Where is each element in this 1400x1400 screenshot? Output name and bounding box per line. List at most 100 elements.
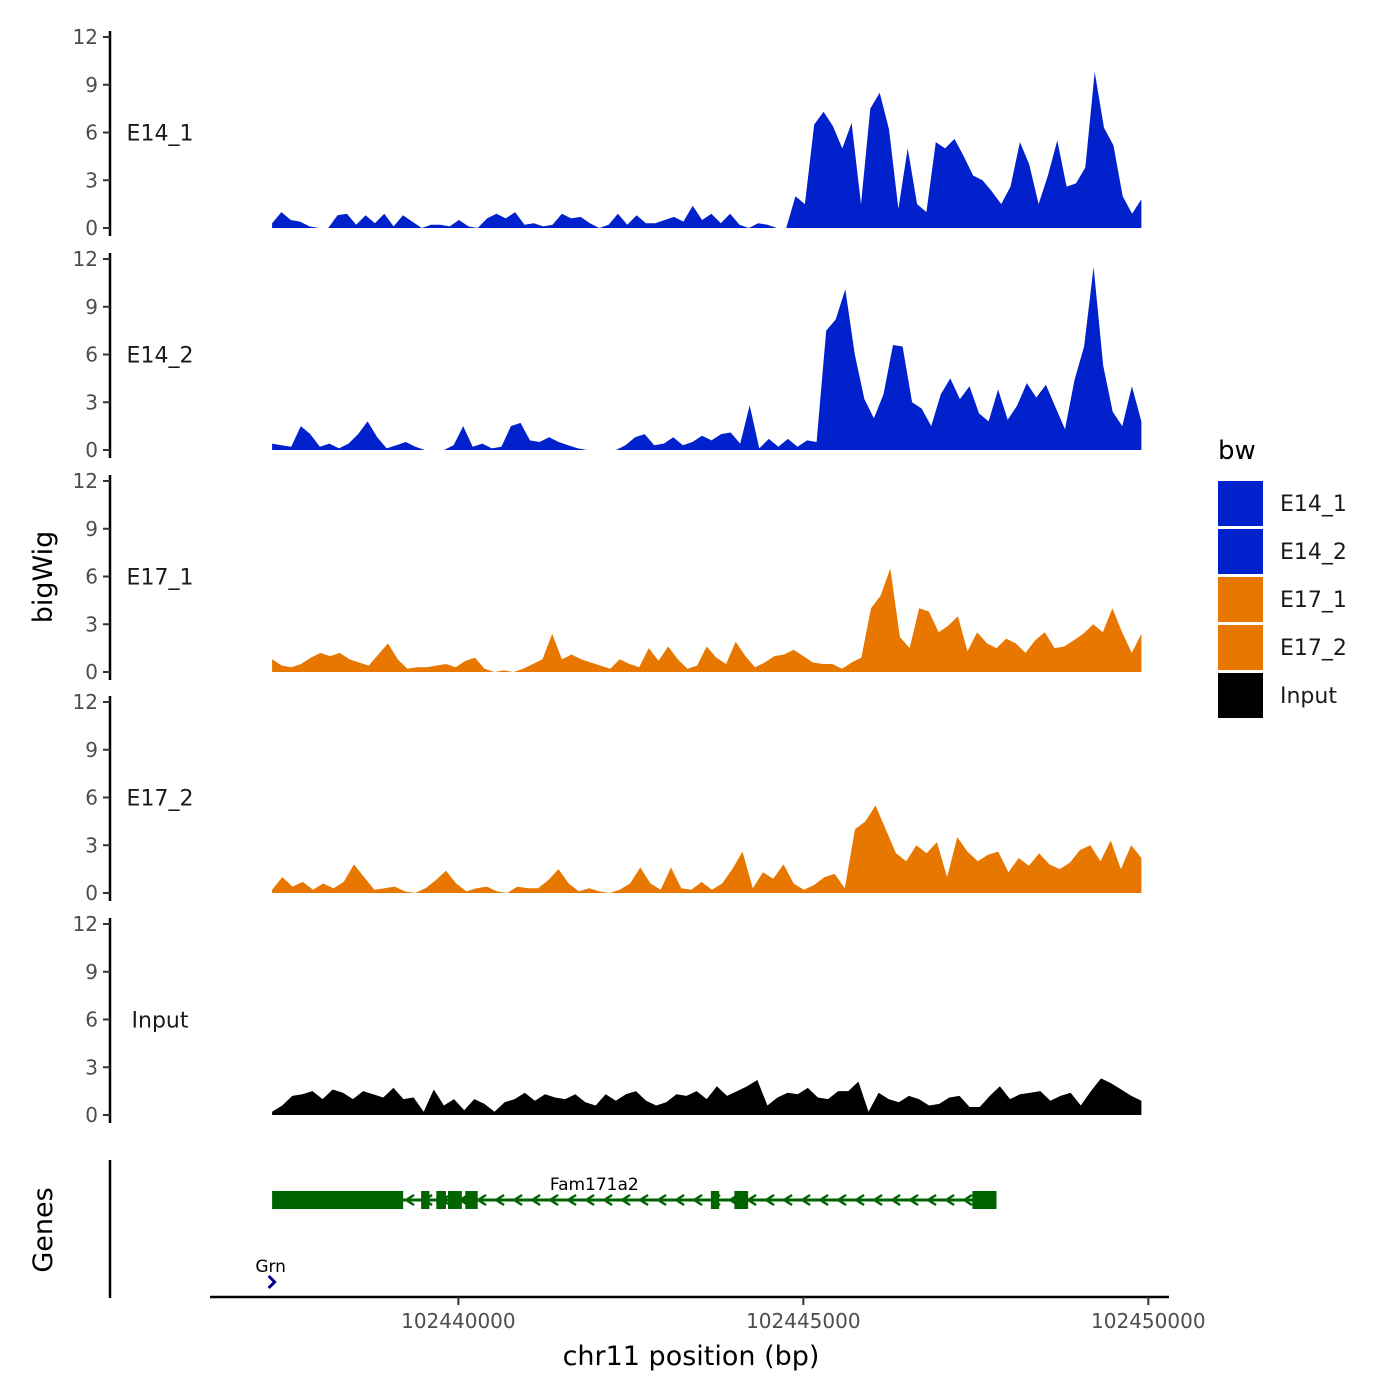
strand-arrow	[889, 1193, 901, 1207]
strand-arrow	[583, 1193, 595, 1207]
coverage-area-E17_1	[272, 568, 1142, 672]
y-tick-label: 9	[85, 295, 98, 319]
track-label: E17_1	[127, 566, 194, 591]
y-tick-label: 6	[85, 343, 98, 367]
track-Input: 0 3 6 9 12 Input	[73, 912, 1142, 1127]
legend-swatch-E17_1	[1218, 577, 1263, 622]
track-E17_2: 0 3 6 9 12 E17_2	[73, 690, 1142, 905]
coverage-area-E17_2	[272, 805, 1142, 893]
y-tick-label: 6	[85, 121, 98, 145]
exon	[272, 1191, 404, 1209]
y-tick-label: 0	[85, 216, 98, 240]
y-tick-label: 9	[85, 960, 98, 984]
strand-arrow	[925, 1193, 937, 1207]
legend-swatch-E14_1	[1218, 481, 1263, 526]
track-label: E14_1	[127, 122, 194, 147]
strand-arrow	[565, 1193, 577, 1207]
legend-swatch-E17_2	[1218, 625, 1263, 670]
y-tick-label: 9	[85, 73, 98, 97]
y-tick-label: 0	[85, 881, 98, 905]
strand-arrow	[853, 1193, 865, 1207]
legend-label-E17_2: E17_2	[1280, 636, 1347, 661]
legend-swatch-E14_2	[1218, 529, 1263, 574]
x-tick-label: 102440000	[401, 1309, 516, 1333]
strand-arrow	[619, 1193, 631, 1207]
y-tick-label: 3	[85, 168, 98, 192]
exon	[972, 1191, 997, 1209]
strand-arrow	[871, 1193, 883, 1207]
strand-arrow	[493, 1193, 505, 1207]
y-tick-label: 12	[73, 25, 98, 49]
strand-arrow	[601, 1193, 613, 1207]
strand-arrow	[763, 1193, 775, 1207]
x-axis: 102440000 102445000 102450000	[210, 1295, 1206, 1333]
gene-Fam171a2: Fam171a2	[272, 1175, 997, 1209]
strand-arrow	[475, 1193, 487, 1207]
gene-label: Grn	[255, 1257, 286, 1277]
coverage-area-E14_2	[272, 267, 1142, 450]
y-tick-label: 12	[73, 912, 98, 936]
gene-label: Fam171a2	[550, 1175, 639, 1195]
legend-label-Input: Input	[1280, 684, 1337, 709]
legend: bw E14_1 E14_2 E17_1 E17_2 Input	[1218, 436, 1347, 718]
strand-arrow	[781, 1193, 793, 1207]
legend-label-E14_1: E14_1	[1280, 492, 1347, 517]
coverage-area-Input	[272, 1078, 1142, 1115]
strand-arrow	[691, 1193, 703, 1207]
y-tick-label: 3	[85, 1055, 98, 1079]
x-axis-title: chr11 position (bp)	[563, 1341, 820, 1372]
exon	[448, 1191, 462, 1209]
strand-arrow	[529, 1193, 541, 1207]
legend-label-E17_1: E17_1	[1280, 588, 1347, 613]
exon	[734, 1191, 749, 1209]
y-tick-label: 0	[85, 660, 98, 684]
x-tick-label: 102445000	[746, 1309, 861, 1333]
legend-title: bw	[1218, 436, 1256, 466]
exon	[421, 1191, 430, 1209]
strand-arrow	[637, 1193, 649, 1207]
y-tick-label: 9	[85, 738, 98, 762]
strand-arrow	[835, 1193, 847, 1207]
track-E17_1: 0 3 6 9 12 E17_1	[73, 469, 1142, 684]
coverage-area-E14_1	[272, 72, 1142, 228]
exon	[436, 1191, 446, 1209]
y-tick-label: 0	[85, 438, 98, 462]
x-tick-label: 102450000	[1091, 1309, 1206, 1333]
y-tick-label: 12	[73, 690, 98, 714]
strand-arrow	[655, 1193, 667, 1207]
y-tick-label: 12	[73, 247, 98, 271]
strand-arrow	[907, 1193, 919, 1207]
strand-arrow	[961, 1193, 973, 1207]
track-E14_1: 0 3 6 9 12 E14_1	[73, 25, 1142, 240]
genes-axis-title: Genes	[28, 1187, 59, 1272]
y-tick-label: 6	[85, 786, 98, 810]
strand-arrow	[817, 1193, 829, 1207]
strand-arrow	[547, 1193, 559, 1207]
strand-arrow	[799, 1193, 811, 1207]
y-tick-label: 6	[85, 565, 98, 589]
gene-Grn: Grn	[255, 1257, 286, 1290]
strand-arrow	[403, 1193, 415, 1207]
gene-track: Grn Fam171a2	[108, 1160, 997, 1298]
y-tick-label: 9	[85, 517, 98, 541]
track-label: E17_2	[127, 787, 194, 812]
legend-label-E14_2: E14_2	[1280, 540, 1347, 565]
y-axis-title: bigWig	[28, 531, 59, 624]
y-tick-label: 3	[85, 833, 98, 857]
y-tick-label: 12	[73, 469, 98, 493]
y-tick-label: 0	[85, 1103, 98, 1127]
y-tick-label: 6	[85, 1008, 98, 1032]
y-tick-label: 3	[85, 612, 98, 636]
strand-arrow	[943, 1193, 955, 1207]
strand-arrow	[267, 1274, 277, 1290]
exon	[465, 1191, 478, 1209]
y-tick-label: 3	[85, 390, 98, 414]
strand-arrow	[511, 1193, 523, 1207]
tracks: 0 3 6 9 12 E14_1 0 3 6 9 12 E14_2 0 3 6 9 12 E17_1 0 3 6 9 12 E…	[73, 25, 1142, 1127]
track-label: Input	[132, 1009, 189, 1034]
exon	[710, 1191, 720, 1209]
track-label: E14_2	[127, 344, 194, 369]
strand-arrow	[673, 1193, 685, 1207]
track-E14_2: 0 3 6 9 12 E14_2	[73, 247, 1142, 462]
